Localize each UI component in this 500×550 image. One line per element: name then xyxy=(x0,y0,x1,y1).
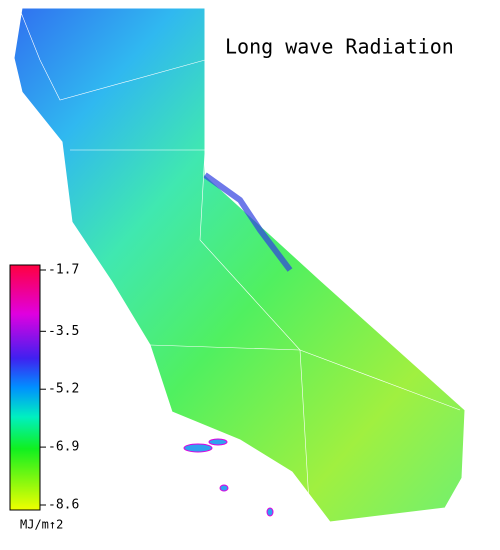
colorbar-unit: MJ/m↑2 xyxy=(20,518,63,532)
colorbar xyxy=(9,264,41,511)
colorbar-ticks: -1.7 -3.5 -5.2 -6.9 -8.6 xyxy=(40,263,79,513)
tick-label: -8.6 xyxy=(48,498,79,513)
tick-label: -3.5 xyxy=(48,324,79,339)
state-shape xyxy=(13,7,466,523)
tick-label: -1.7 xyxy=(48,263,79,278)
tick-label: -5.2 xyxy=(48,382,79,397)
map-title: Long wave Radiation xyxy=(225,35,454,59)
tick-label: -6.9 xyxy=(48,440,79,455)
